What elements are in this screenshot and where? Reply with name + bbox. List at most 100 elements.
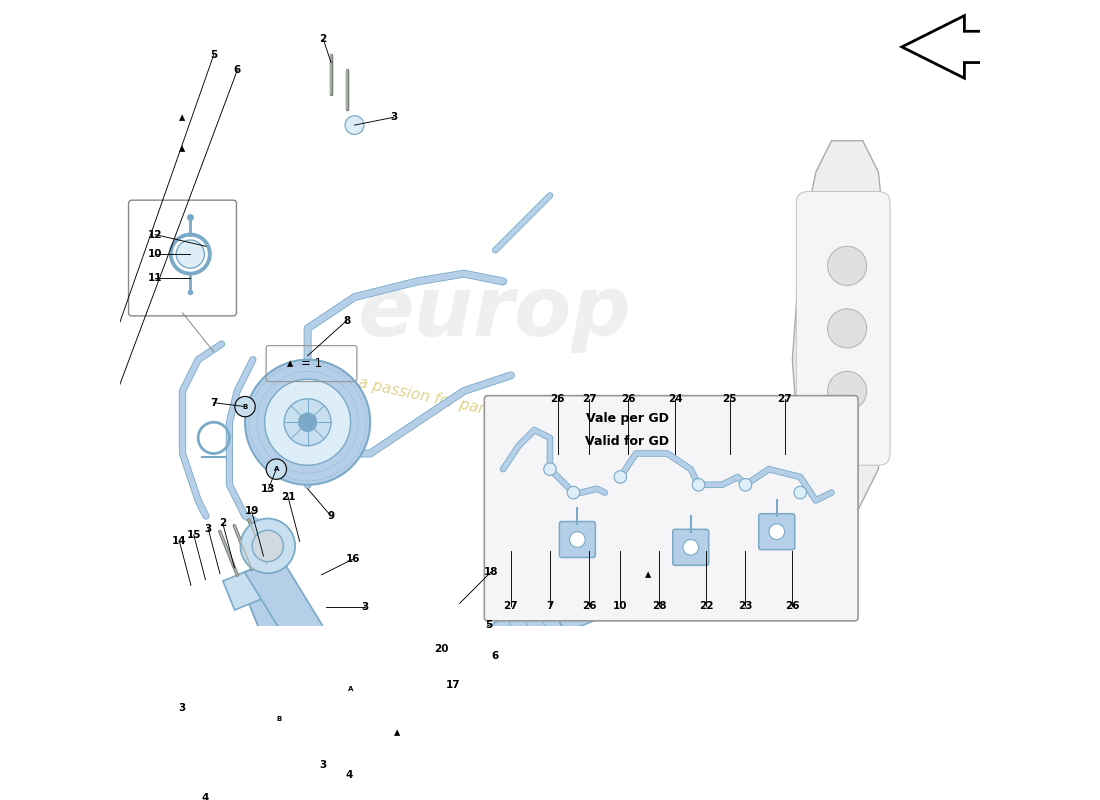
Circle shape (692, 478, 705, 491)
Circle shape (827, 309, 867, 348)
Circle shape (437, 662, 451, 676)
Text: 11: 11 (147, 273, 163, 282)
Circle shape (208, 722, 223, 737)
Polygon shape (236, 636, 385, 793)
Text: = 1: = 1 (301, 357, 322, 370)
Polygon shape (459, 600, 565, 671)
Text: 7: 7 (210, 398, 218, 408)
Text: 12: 12 (147, 230, 163, 239)
Circle shape (345, 116, 364, 134)
Text: 3: 3 (390, 112, 397, 122)
Circle shape (235, 397, 255, 417)
Text: 2: 2 (320, 34, 327, 44)
Text: B: B (242, 403, 248, 410)
Polygon shape (136, 751, 177, 800)
Text: Vale per GD: Vale per GD (585, 412, 669, 425)
Text: 9: 9 (328, 511, 334, 521)
Circle shape (227, 769, 242, 785)
Circle shape (245, 360, 371, 485)
Polygon shape (37, 764, 160, 800)
Text: 8: 8 (343, 315, 350, 326)
Polygon shape (390, 631, 441, 712)
Text: 21: 21 (280, 492, 295, 502)
Polygon shape (244, 558, 330, 654)
Text: A: A (349, 686, 354, 692)
Text: 26: 26 (620, 394, 636, 404)
Text: 19: 19 (244, 506, 258, 517)
Circle shape (241, 518, 295, 574)
Circle shape (298, 413, 317, 432)
Text: 6: 6 (491, 650, 498, 661)
Text: $\blacktriangle$: $\blacktriangle$ (178, 110, 187, 124)
Text: 3: 3 (320, 760, 327, 770)
Text: 24: 24 (668, 394, 682, 404)
Polygon shape (223, 558, 293, 610)
Text: 10: 10 (613, 601, 628, 611)
Circle shape (265, 379, 351, 466)
Circle shape (266, 459, 286, 479)
Text: 5: 5 (485, 621, 493, 630)
Circle shape (268, 709, 288, 729)
Text: $\blacktriangle$: $\blacktriangle$ (645, 568, 652, 581)
Circle shape (570, 532, 585, 547)
Text: 15: 15 (187, 530, 201, 540)
Circle shape (241, 763, 257, 779)
Text: europ: europ (359, 272, 632, 354)
Text: 13: 13 (262, 484, 276, 494)
Circle shape (451, 656, 465, 670)
Text: A: A (274, 466, 279, 472)
Text: 20: 20 (434, 643, 449, 654)
Text: 27: 27 (582, 394, 596, 404)
Circle shape (422, 667, 437, 682)
FancyBboxPatch shape (796, 191, 890, 466)
Circle shape (252, 530, 284, 562)
Text: 23: 23 (738, 601, 752, 611)
Circle shape (614, 470, 627, 483)
Circle shape (827, 246, 867, 286)
Text: 4: 4 (201, 793, 209, 800)
Circle shape (827, 371, 867, 410)
Text: 5: 5 (210, 50, 218, 60)
Text: 26: 26 (785, 601, 800, 611)
Polygon shape (552, 583, 615, 633)
Circle shape (769, 524, 784, 539)
Polygon shape (145, 640, 471, 799)
FancyBboxPatch shape (759, 514, 794, 550)
Text: 10: 10 (147, 249, 163, 259)
Text: 25: 25 (723, 394, 737, 404)
Circle shape (222, 715, 238, 731)
FancyBboxPatch shape (673, 530, 708, 566)
Text: B: B (276, 716, 282, 722)
Circle shape (341, 679, 361, 699)
Text: 17: 17 (447, 680, 461, 690)
Polygon shape (902, 16, 1003, 78)
Circle shape (683, 539, 698, 555)
Text: 3: 3 (178, 703, 186, 714)
Circle shape (543, 463, 557, 475)
FancyBboxPatch shape (484, 396, 858, 621)
Text: Valid for GD: Valid for GD (585, 435, 669, 448)
Text: $\blacktriangle$: $\blacktriangle$ (286, 357, 295, 370)
Text: 28: 28 (652, 601, 667, 611)
Text: a passion for parts since 1985: a passion for parts since 1985 (358, 375, 586, 438)
FancyBboxPatch shape (129, 200, 236, 316)
Circle shape (371, 662, 410, 702)
Text: 18: 18 (484, 567, 498, 577)
Text: 7: 7 (547, 601, 553, 611)
Polygon shape (792, 141, 887, 516)
Text: 6: 6 (233, 66, 241, 75)
Text: $\blacktriangle$: $\blacktriangle$ (394, 726, 402, 739)
Circle shape (568, 486, 580, 499)
Text: 14: 14 (172, 536, 187, 546)
Text: 27: 27 (504, 601, 518, 611)
Circle shape (284, 398, 331, 446)
Circle shape (606, 574, 641, 610)
Circle shape (739, 478, 751, 491)
Text: 26: 26 (582, 601, 596, 611)
Text: 22: 22 (700, 601, 714, 611)
Circle shape (176, 240, 205, 268)
Text: $\blacktriangle$: $\blacktriangle$ (178, 142, 187, 155)
Polygon shape (238, 563, 301, 662)
Text: 2: 2 (219, 518, 227, 528)
Text: 26: 26 (551, 394, 565, 404)
